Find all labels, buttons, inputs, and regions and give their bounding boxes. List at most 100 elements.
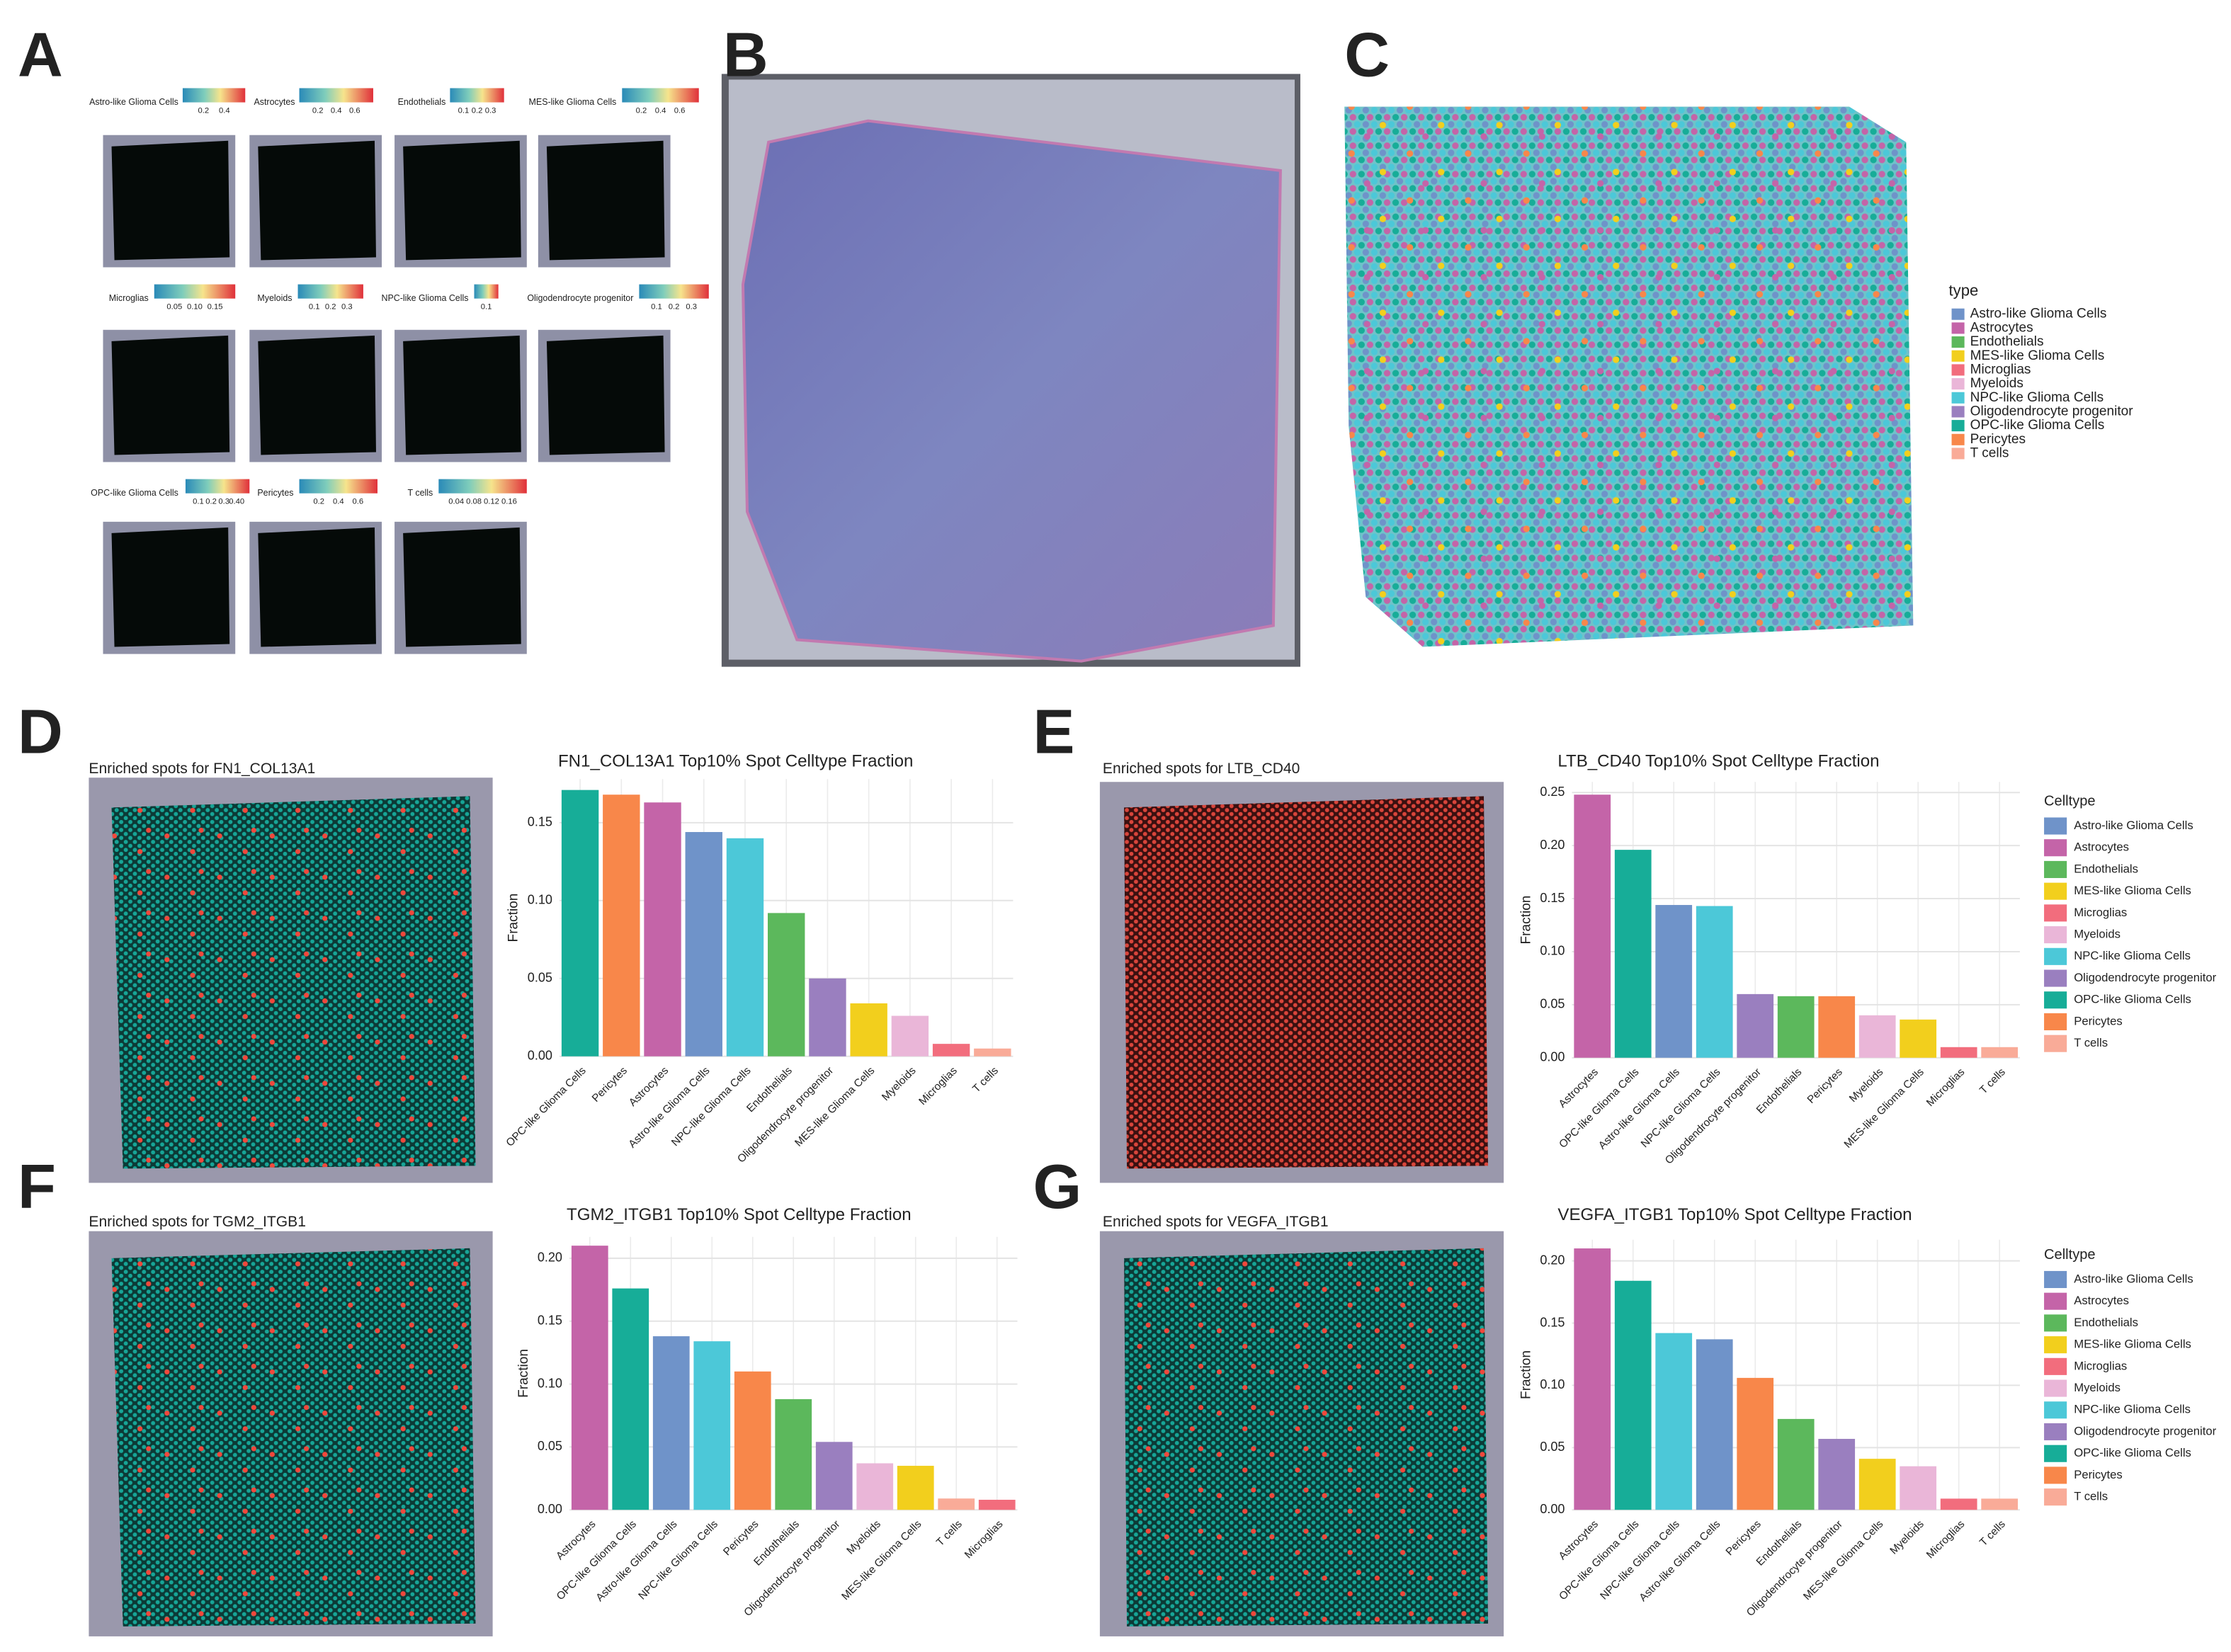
colorbar-tick-label: 0.15 <box>208 303 223 312</box>
panel-label: A <box>18 20 63 90</box>
chart-title: LTB_CD40 Top10% Spot Celltype Fraction <box>1557 752 1879 771</box>
legend-swatch <box>2044 1336 2067 1354</box>
feature-map <box>546 335 665 455</box>
feature-map <box>258 140 376 261</box>
x-tick-label: Pericytes <box>1724 1518 1764 1559</box>
colorbar-tick-label: 0.1 <box>481 303 492 312</box>
legend-swatch <box>2044 1035 2067 1052</box>
bar <box>1858 1015 1896 1058</box>
colorbar-tick-label: 0.3 <box>485 107 496 115</box>
colorbar-tick-label: 0.4 <box>333 498 344 506</box>
legend-label: OPC-like Glioma Cells <box>2074 1446 2191 1459</box>
colorbar-tick-label: 0.04 <box>448 498 464 506</box>
legend-label: Astrocytes <box>2074 1294 2129 1307</box>
legend-label: Pericytes <box>2074 1468 2123 1481</box>
x-tick-label: Pericytes <box>721 1518 761 1559</box>
y-tick-label: 0.05 <box>538 1439 562 1453</box>
spatial-title: Enriched spots for LTB_CD40 <box>1103 761 1300 777</box>
y-tick-label: 0.20 <box>1540 1253 1565 1267</box>
colorbar-tick-label: 0.3 <box>686 303 697 312</box>
legend-swatch <box>2044 1292 2067 1310</box>
bar <box>1614 850 1652 1058</box>
bar <box>1574 794 1611 1058</box>
legend-title: type <box>1949 281 1979 299</box>
legend-title: Celltype <box>2044 1247 2095 1263</box>
map-title: MES-like Glioma Cells <box>529 97 617 107</box>
legend-swatch <box>1951 406 1965 418</box>
bar <box>897 1466 934 1510</box>
bar <box>1858 1459 1896 1510</box>
y-tick-label: 0.00 <box>1540 1050 1565 1064</box>
legend-title: Celltype <box>2044 794 2095 809</box>
y-tick-label: 0.00 <box>538 1502 562 1516</box>
bar <box>1900 1466 1937 1510</box>
x-tick-label: Pericytes <box>1805 1066 1846 1106</box>
legend-swatch <box>2044 1466 2067 1484</box>
legend-swatch <box>2044 969 2067 987</box>
x-tick-label: Astrocytes <box>627 1064 671 1109</box>
bar <box>891 1015 929 1056</box>
legend-swatch <box>1951 364 1965 376</box>
x-tick-label: Pericytes <box>590 1064 630 1105</box>
x-tick-label: NPC-like Glioma Cells <box>636 1518 720 1602</box>
bar <box>1818 996 1856 1058</box>
legend-swatch <box>2044 1357 2067 1375</box>
colorbar-tick-label: 0.1 <box>193 498 204 506</box>
x-tick-label: T cells <box>1977 1066 2008 1096</box>
x-tick-label: NPC-like Glioma Cells <box>669 1064 754 1149</box>
spatial-enriched-spots <box>1124 796 1489 1169</box>
bar <box>938 1498 975 1510</box>
colorbar <box>185 479 250 494</box>
x-tick-label: T cells <box>934 1518 965 1549</box>
bar <box>693 1341 731 1510</box>
legend-swatch <box>2044 1013 2067 1031</box>
y-tick-label: 0.15 <box>538 1314 562 1328</box>
feature-map <box>258 335 376 455</box>
colorbar <box>639 284 709 299</box>
bar <box>603 794 640 1056</box>
bar <box>1818 1439 1856 1510</box>
x-tick-label: Myeloids <box>844 1518 883 1557</box>
map-title: Myeloids <box>257 293 292 303</box>
spatial-title: Enriched spots for FN1_COL13A1 <box>89 761 315 777</box>
colorbar-tick-label: 0.4 <box>331 107 342 115</box>
y-tick-label: 0.05 <box>528 971 552 985</box>
legend-swatch <box>2044 882 2067 900</box>
colorbar-tick-label: 0.1 <box>458 107 470 115</box>
legend-swatch <box>1951 350 1965 362</box>
x-tick-label: Myeloids <box>1887 1518 1926 1557</box>
legend-label: Microglias <box>2074 1359 2127 1372</box>
x-tick-label: T cells <box>970 1064 1001 1095</box>
bar <box>1574 1248 1611 1510</box>
feature-map <box>546 140 665 261</box>
legend-swatch <box>1951 308 1965 320</box>
bar <box>1981 1498 2019 1510</box>
bar <box>1614 1280 1652 1510</box>
y-tick-label: 0.10 <box>538 1376 562 1390</box>
legend-label: Microglias <box>2074 906 2127 919</box>
colorbar-tick-label: 0.12 <box>484 498 499 506</box>
y-tick-label: 0.25 <box>1540 785 1565 799</box>
x-tick-label: MES-like Glioma Cells <box>1801 1518 1886 1603</box>
x-tick-label: T cells <box>1977 1518 2008 1549</box>
legend-label: MES-like Glioma Cells <box>1970 348 2105 363</box>
colorbar-tick-label: 0.1 <box>651 303 662 312</box>
y-tick-label: 0.05 <box>1540 997 1565 1011</box>
colorbar-tick-label: 0.2 <box>312 107 324 115</box>
panel-label: G <box>1033 1151 1082 1221</box>
bar <box>768 913 805 1056</box>
y-tick-label: 0.10 <box>1540 1377 1565 1391</box>
x-tick-label: OPC-like Glioma Cells <box>504 1064 589 1149</box>
map-title: Microglias <box>109 293 149 303</box>
y-tick-label: 0.15 <box>1540 1315 1565 1329</box>
legend-label: NPC-like Glioma Cells <box>2074 1403 2191 1416</box>
bar <box>1777 1418 1815 1510</box>
bar <box>1696 906 1733 1058</box>
x-tick-label: OPC-like Glioma Cells <box>1557 1518 1642 1603</box>
legend-label: Oligodendrocyte progenitor <box>2074 1424 2216 1437</box>
legend-label: Myeloids <box>2074 1381 2121 1394</box>
colorbar-tick-label: 0.05 <box>166 303 182 312</box>
map-title: T cells <box>408 488 433 498</box>
bar <box>856 1463 894 1510</box>
legend-swatch <box>2044 991 2067 1009</box>
